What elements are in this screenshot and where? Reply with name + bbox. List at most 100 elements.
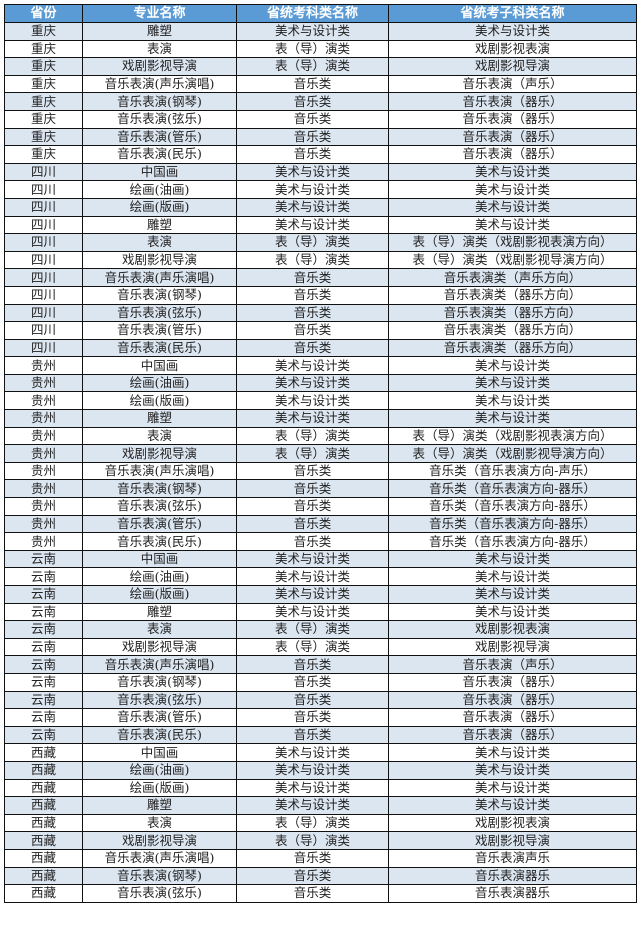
table-row: 四川 戏剧影视导演 表（导）演类 表（导）演类（戏剧影视导演方向） (4, 250, 637, 270)
cell-province: 四川 (4, 268, 83, 287)
table-row: 云南 中国画 美术与设计类 美术与设计类 (4, 549, 637, 569)
cell-major-name: 音乐表演(弦乐) (82, 690, 237, 710)
cell-major-name: 音乐表演(声乐演唱) (82, 461, 237, 481)
table-row: 四川 中国画 美术与设计类 美术与设计类 (4, 162, 637, 182)
cell-major-name: 雕塑 (82, 409, 237, 428)
table-row: 云南 雕塑 美术与设计类 美术与设计类 (4, 602, 637, 622)
cell-exam-subcategory: 音乐类（音乐表演方向-器乐） (388, 514, 637, 534)
table-row: 西藏 音乐表演(声乐演唱) 音乐类 音乐表演声乐 (4, 848, 637, 868)
cell-exam-category: 表（导）演类 (236, 39, 389, 59)
cell-exam-category: 美术与设计类 (236, 549, 389, 569)
table-row: 四川 绘画(版画) 美术与设计类 美术与设计类 (4, 197, 637, 217)
cell-exam-category: 音乐类 (236, 268, 389, 287)
table-row: 贵州 音乐表演(民乐) 音乐类 音乐类（音乐表演方向-器乐） (4, 532, 637, 551)
cell-major-name: 中国画 (82, 356, 237, 375)
table-row: 西藏 绘画(油画) 美术与设计类 美术与设计类 (4, 760, 637, 780)
cell-exam-subcategory: 音乐表演（声乐） (388, 74, 637, 94)
table-row: 四川 音乐表演(民乐) 音乐类 音乐表演类（器乐方向） (4, 338, 637, 358)
cell-exam-subcategory: 美术与设计类 (388, 391, 637, 411)
cell-exam-subcategory: 美术与设计类 (388, 356, 637, 375)
cell-major-name: 戏剧影视导演 (82, 831, 237, 850)
cell-exam-subcategory: 音乐表演（器乐） (388, 109, 637, 129)
cell-province: 重庆 (4, 22, 83, 41)
cell-major-name: 音乐表演(管乐) (82, 321, 237, 340)
cell-major-name: 雕塑 (82, 796, 237, 815)
table-row: 重庆 音乐表演(管乐) 音乐类 音乐表演（器乐） (4, 127, 637, 147)
cell-exam-subcategory: 音乐表演（器乐） (388, 92, 637, 111)
cell-province: 贵州 (4, 497, 83, 516)
cell-exam-subcategory: 音乐表演（器乐） (388, 672, 637, 692)
table-row: 四川 音乐表演(管乐) 音乐类 音乐表演类（器乐方向） (4, 321, 637, 340)
cell-major-name: 音乐表演(弦乐) (82, 884, 237, 903)
cell-exam-subcategory: 戏剧影视导演 (388, 637, 637, 657)
cell-province: 四川 (4, 338, 83, 358)
header-major-name: 专业名称 (82, 4, 237, 23)
cell-exam-subcategory: 音乐表演类（器乐方向） (388, 338, 637, 358)
cell-exam-category: 美术与设计类 (236, 585, 389, 604)
cell-major-name: 音乐表演(民乐) (82, 145, 237, 164)
cell-major-name: 音乐表演(弦乐) (82, 303, 237, 323)
table-row: 重庆 戏剧影视导演 表（导）演类 戏剧影视导演 (4, 57, 637, 76)
cell-exam-category: 美术与设计类 (236, 602, 389, 622)
cell-exam-category: 音乐类 (236, 479, 389, 499)
cell-major-name: 表演 (82, 426, 237, 446)
table-row: 重庆 表演 表（导）演类 戏剧影视表演 (4, 39, 637, 59)
cell-exam-subcategory: 戏剧影视表演 (388, 813, 637, 833)
cell-province: 四川 (4, 233, 83, 252)
cell-exam-subcategory: 美术与设计类 (388, 162, 637, 182)
cell-exam-subcategory: 表（导）演类（戏剧影视导演方向） (388, 250, 637, 270)
cell-exam-subcategory: 美术与设计类 (388, 409, 637, 428)
major-category-table: 省份 专业名称 省统考科类名称 省统考子科类名称 重庆 雕塑 美术与设计类 美术与设计… (4, 4, 637, 903)
table-row: 云南 音乐表演(钢琴) 音乐类 音乐表演（器乐） (4, 672, 637, 692)
cell-major-name: 绘画(油画) (82, 567, 237, 586)
cell-exam-subcategory: 戏剧影视导演 (388, 831, 637, 850)
cell-major-name: 表演 (82, 620, 237, 639)
cell-exam-category: 音乐类 (236, 303, 389, 323)
cell-exam-category: 音乐类 (236, 866, 389, 886)
table-row: 贵州 戏剧影视导演 表（导）演类 表（导）演类（戏剧影视导演方向） (4, 444, 637, 463)
cell-exam-category: 表（导）演类 (236, 444, 389, 463)
cell-exam-category: 美术与设计类 (236, 180, 389, 199)
table-row: 贵州 雕塑 美术与设计类 美术与设计类 (4, 409, 637, 428)
cell-major-name: 音乐表演(弦乐) (82, 497, 237, 516)
cell-exam-category: 美术与设计类 (236, 356, 389, 375)
table-row: 西藏 音乐表演(弦乐) 音乐类 音乐表演器乐 (4, 884, 637, 903)
cell-province: 四川 (4, 250, 83, 270)
table-row: 贵州 音乐表演(管乐) 音乐类 音乐类（音乐表演方向-器乐） (4, 514, 637, 534)
table-row: 重庆 音乐表演(民乐) 音乐类 音乐表演（器乐） (4, 145, 637, 164)
cell-exam-category: 美术与设计类 (236, 373, 389, 393)
cell-province: 重庆 (4, 57, 83, 76)
table-row: 四川 绘画(油画) 美术与设计类 美术与设计类 (4, 180, 637, 199)
cell-province: 重庆 (4, 39, 83, 59)
cell-exam-category: 表（导）演类 (236, 637, 389, 657)
cell-major-name: 雕塑 (82, 602, 237, 622)
cell-province: 重庆 (4, 127, 83, 147)
cell-major-name: 雕塑 (82, 22, 237, 41)
cell-province: 贵州 (4, 514, 83, 534)
cell-province: 四川 (4, 303, 83, 323)
cell-province: 贵州 (4, 479, 83, 499)
table-row: 贵州 音乐表演(钢琴) 音乐类 音乐类（音乐表演方向-器乐） (4, 479, 637, 499)
cell-province: 四川 (4, 162, 83, 182)
cell-exam-category: 音乐类 (236, 145, 389, 164)
cell-province: 重庆 (4, 74, 83, 94)
cell-major-name: 表演 (82, 39, 237, 59)
cell-province: 西藏 (4, 831, 83, 850)
cell-exam-category: 音乐类 (236, 461, 389, 481)
cell-major-name: 绘画(版画) (82, 197, 237, 217)
table-row: 西藏 戏剧影视导演 表（导）演类 戏剧影视导演 (4, 831, 637, 850)
cell-exam-subcategory: 美术与设计类 (388, 567, 637, 586)
table-row: 四川 雕塑 美术与设计类 美术与设计类 (4, 215, 637, 235)
cell-exam-category: 表（导）演类 (236, 57, 389, 76)
cell-exam-subcategory: 音乐表演类（器乐方向） (388, 303, 637, 323)
cell-exam-category: 音乐类 (236, 285, 389, 305)
cell-major-name: 音乐表演(弦乐) (82, 109, 237, 129)
cell-exam-category: 音乐类 (236, 708, 389, 727)
header-province: 省份 (4, 4, 83, 23)
cell-major-name: 绘画(版画) (82, 585, 237, 604)
cell-major-name: 音乐表演(声乐演唱) (82, 848, 237, 868)
table-row: 云南 音乐表演(管乐) 音乐类 音乐表演（器乐） (4, 708, 637, 727)
cell-province: 重庆 (4, 109, 83, 129)
cell-major-name: 音乐表演(民乐) (82, 338, 237, 358)
cell-major-name: 表演 (82, 813, 237, 833)
